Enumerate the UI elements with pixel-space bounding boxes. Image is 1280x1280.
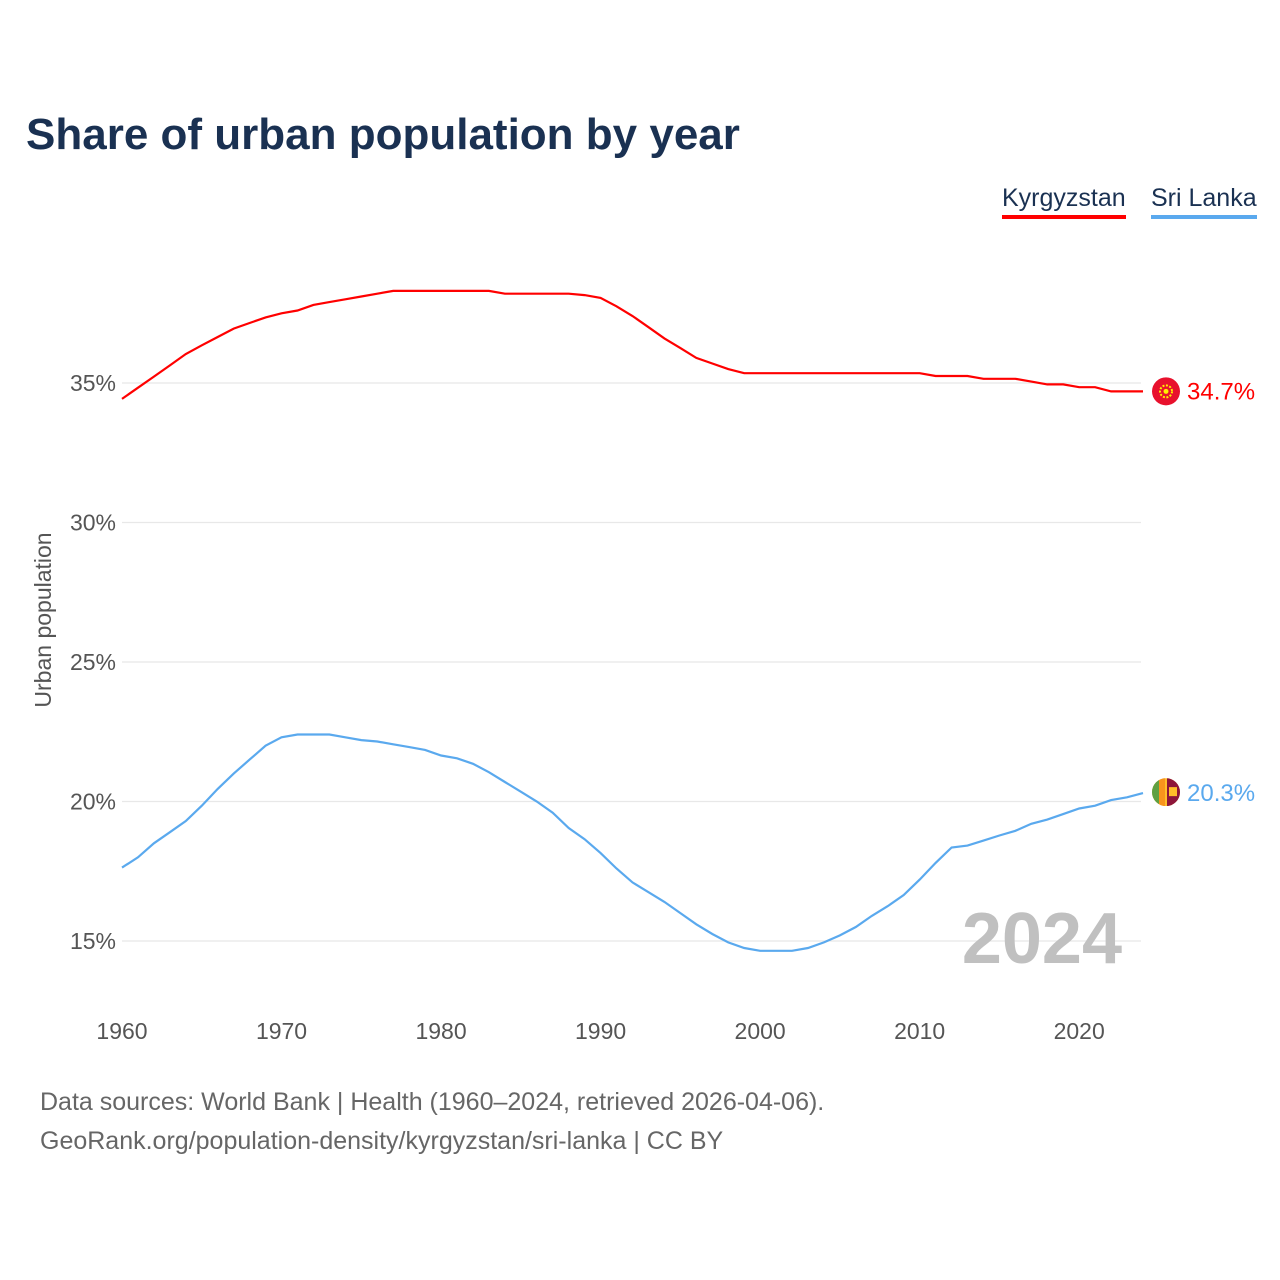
flag-orange [1159,778,1165,807]
flag-green [1152,778,1159,807]
kyrgyzstan-flag-icon [1152,377,1180,406]
footer-sources: Data sources: World Bank | Health (1960–… [40,1088,825,1116]
flag-body [1152,778,1180,807]
flag-sun [1159,384,1173,399]
legend-kyrgyzstan[interactable]: Kyrgyzstan [1002,184,1126,219]
end-value-label: 34.7% [1187,378,1255,405]
y-tick-label: 25% [70,649,116,675]
y-axis-label: Urban population [30,532,56,707]
footer-link[interactable]: GeoRank.org/population-density/kyrgyzsta… [40,1127,724,1155]
y-tick-label: 30% [70,510,116,536]
x-tick-label: 1960 [96,1018,147,1044]
chart-title: Share of urban population by year [26,110,740,159]
year-watermark: 2024 [962,899,1122,979]
series-line-sri-lanka [121,733,1144,952]
series-line-kyrgyzstan [121,289,1143,400]
x-tick-label: 2000 [735,1018,786,1044]
x-tick-label: 1980 [415,1018,466,1044]
x-tick-label: 2010 [894,1018,945,1044]
legend-sri-lanka[interactable]: Sri Lanka [1151,184,1257,219]
sri-lanka-flag-icon [1152,778,1180,807]
y-tick-label: 35% [70,370,116,396]
x-tick-label: 1990 [575,1018,626,1044]
flag-sun-center [1163,388,1169,394]
y-tick-label: 20% [70,789,116,815]
x-tick-label: 2020 [1054,1018,1105,1044]
x-tick-label: 1970 [256,1018,307,1044]
end-value-label: 20.3% [1187,780,1255,807]
flag-lion [1169,787,1177,797]
y-tick-label: 15% [70,928,116,954]
